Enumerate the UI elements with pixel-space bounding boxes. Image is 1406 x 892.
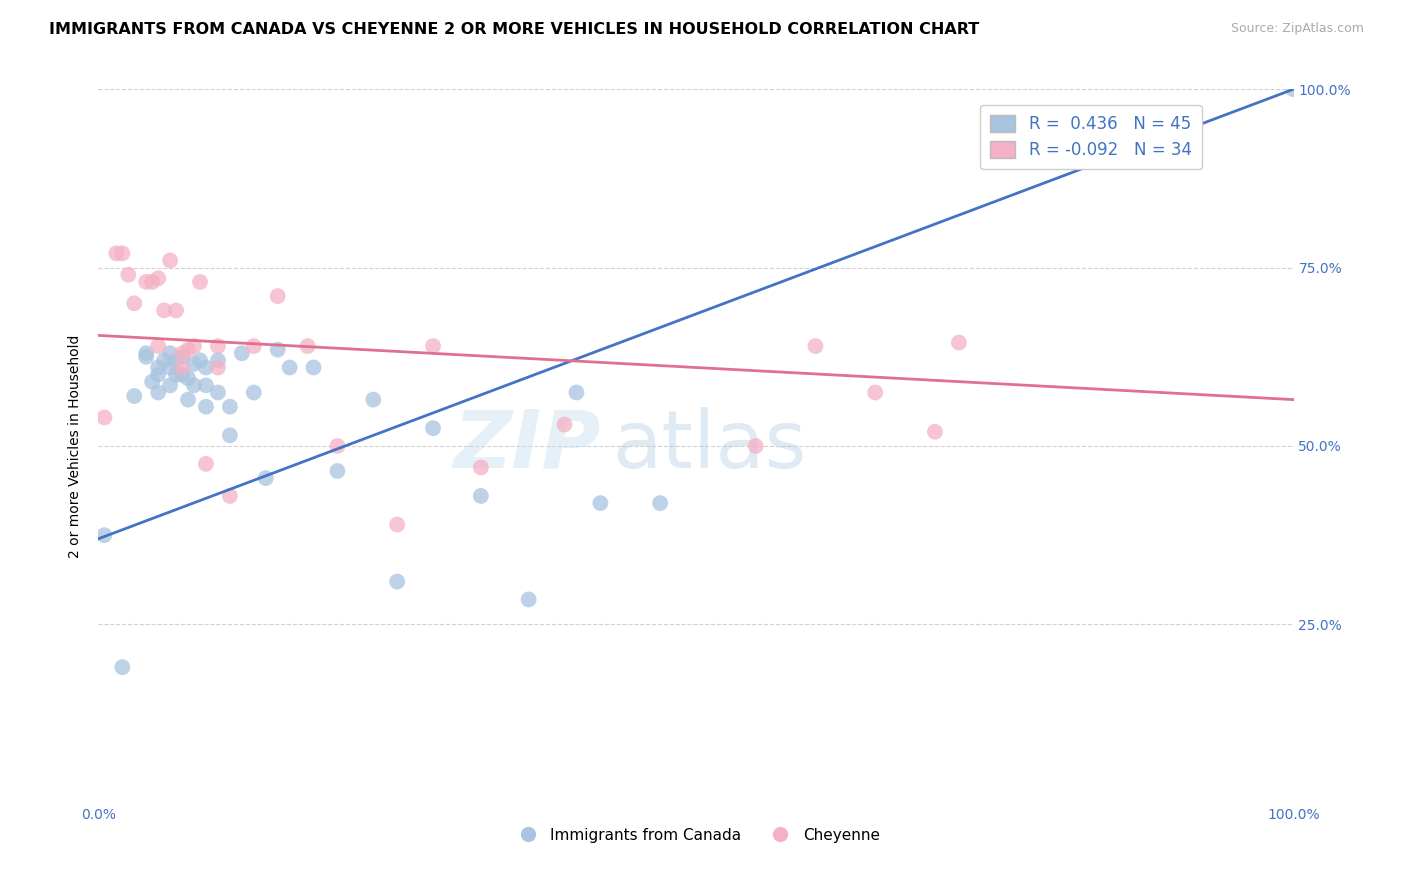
Point xyxy=(135,350,157,364)
Point xyxy=(177,371,200,385)
Point xyxy=(165,353,187,368)
Point xyxy=(363,392,385,407)
Point xyxy=(207,385,229,400)
Point xyxy=(470,489,492,503)
Point xyxy=(159,253,181,268)
Point xyxy=(165,303,187,318)
Point xyxy=(141,275,163,289)
Point xyxy=(326,439,349,453)
Point xyxy=(177,392,200,407)
Legend: Immigrants from Canada, Cheyenne: Immigrants from Canada, Cheyenne xyxy=(506,822,886,848)
Point xyxy=(135,346,157,360)
Point xyxy=(219,428,242,442)
Point xyxy=(207,339,229,353)
Point xyxy=(111,246,134,260)
Point xyxy=(165,368,187,382)
Point xyxy=(153,303,176,318)
Point xyxy=(648,496,672,510)
Point xyxy=(183,378,205,392)
Point xyxy=(267,289,290,303)
Point xyxy=(188,353,211,368)
Point xyxy=(195,360,218,375)
Point xyxy=(745,439,768,453)
Point xyxy=(93,528,115,542)
Point xyxy=(148,360,170,375)
Point xyxy=(243,339,266,353)
Point xyxy=(517,592,540,607)
Point xyxy=(589,496,612,510)
Point xyxy=(207,360,229,375)
Text: IMMIGRANTS FROM CANADA VS CHEYENNE 2 OR MORE VEHICLES IN HOUSEHOLD CORRELATION C: IMMIGRANTS FROM CANADA VS CHEYENNE 2 OR … xyxy=(49,22,980,37)
Text: Source: ZipAtlas.com: Source: ZipAtlas.com xyxy=(1230,22,1364,36)
Point xyxy=(141,375,163,389)
Point xyxy=(195,400,218,414)
Point xyxy=(278,360,301,375)
Point xyxy=(219,489,242,503)
Text: ZIP: ZIP xyxy=(453,407,600,485)
Point xyxy=(177,343,200,357)
Point xyxy=(326,464,349,478)
Point xyxy=(159,346,181,360)
Point xyxy=(243,385,266,400)
Point xyxy=(172,368,194,382)
Point xyxy=(565,385,588,400)
Point xyxy=(302,360,325,375)
Text: atlas: atlas xyxy=(613,407,807,485)
Point xyxy=(1282,82,1305,96)
Point xyxy=(148,368,170,382)
Point xyxy=(183,339,205,353)
Point xyxy=(111,660,134,674)
Point xyxy=(924,425,946,439)
Point xyxy=(135,275,157,289)
Point xyxy=(124,389,146,403)
Point xyxy=(422,339,444,353)
Point xyxy=(172,346,194,360)
Point xyxy=(105,246,128,260)
Point xyxy=(93,410,115,425)
Point xyxy=(219,400,242,414)
Point xyxy=(148,339,170,353)
Point xyxy=(385,517,409,532)
Point xyxy=(948,335,970,350)
Point xyxy=(172,360,194,375)
Point xyxy=(148,271,170,285)
Y-axis label: 2 or more Vehicles in Household: 2 or more Vehicles in Household xyxy=(69,334,83,558)
Point xyxy=(159,360,181,375)
Point xyxy=(172,350,194,364)
Point xyxy=(231,346,253,360)
Point xyxy=(188,275,211,289)
Point xyxy=(254,471,277,485)
Point xyxy=(159,378,181,392)
Point xyxy=(153,353,176,368)
Point xyxy=(422,421,444,435)
Point xyxy=(804,339,827,353)
Point xyxy=(183,357,205,371)
Point xyxy=(554,417,576,432)
Point xyxy=(385,574,409,589)
Point xyxy=(207,353,229,368)
Point xyxy=(297,339,319,353)
Point xyxy=(124,296,146,310)
Point xyxy=(117,268,139,282)
Point xyxy=(267,343,290,357)
Point xyxy=(865,385,887,400)
Point xyxy=(195,378,218,392)
Point xyxy=(195,457,218,471)
Point xyxy=(148,385,170,400)
Point xyxy=(470,460,492,475)
